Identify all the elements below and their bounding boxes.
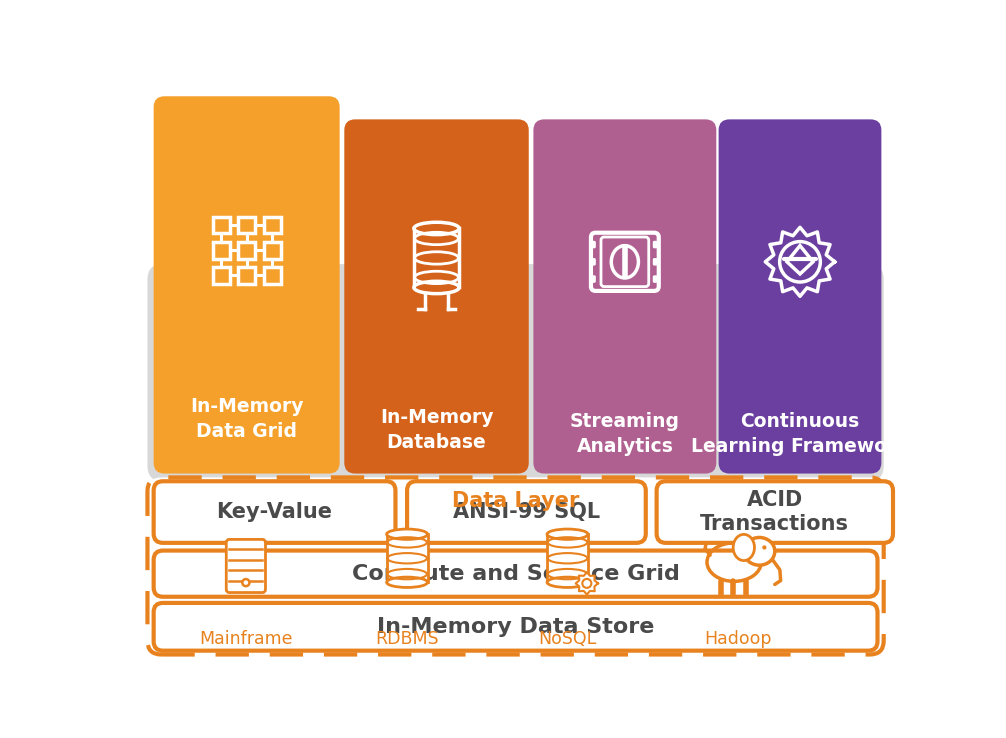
Text: Streaming
Analytics: Streaming Analytics bbox=[569, 412, 680, 456]
FancyBboxPatch shape bbox=[601, 237, 649, 286]
FancyBboxPatch shape bbox=[148, 264, 883, 481]
Ellipse shape bbox=[413, 222, 459, 235]
Text: In-Memory
Database: In-Memory Database bbox=[380, 408, 493, 452]
FancyBboxPatch shape bbox=[238, 242, 256, 258]
FancyBboxPatch shape bbox=[653, 258, 658, 266]
Text: Data Layer: Data Layer bbox=[452, 491, 579, 511]
FancyBboxPatch shape bbox=[154, 481, 395, 543]
FancyBboxPatch shape bbox=[238, 217, 256, 233]
Text: Continuous
Learning Framework: Continuous Learning Framework bbox=[691, 412, 909, 456]
Ellipse shape bbox=[733, 534, 754, 561]
Text: Key-Value: Key-Value bbox=[216, 502, 333, 522]
FancyBboxPatch shape bbox=[264, 217, 281, 233]
FancyBboxPatch shape bbox=[154, 551, 877, 597]
Circle shape bbox=[582, 579, 592, 588]
FancyBboxPatch shape bbox=[213, 242, 229, 258]
FancyBboxPatch shape bbox=[591, 275, 596, 283]
FancyBboxPatch shape bbox=[154, 603, 877, 651]
Ellipse shape bbox=[386, 577, 428, 587]
FancyBboxPatch shape bbox=[591, 241, 596, 248]
Bar bbox=[386, 534, 428, 582]
Text: In-Memory
Data Grid: In-Memory Data Grid bbox=[190, 396, 304, 441]
FancyBboxPatch shape bbox=[264, 267, 281, 284]
FancyBboxPatch shape bbox=[657, 481, 893, 543]
Ellipse shape bbox=[547, 577, 588, 587]
FancyBboxPatch shape bbox=[238, 267, 256, 284]
Text: Hadoop: Hadoop bbox=[704, 630, 772, 648]
Text: NoSQL: NoSQL bbox=[538, 630, 597, 648]
FancyBboxPatch shape bbox=[148, 477, 883, 655]
FancyBboxPatch shape bbox=[264, 242, 281, 258]
Circle shape bbox=[242, 579, 249, 586]
Text: RDBMS: RDBMS bbox=[375, 630, 439, 648]
Text: Mainframe: Mainframe bbox=[199, 630, 293, 648]
Bar bbox=[413, 229, 459, 288]
Circle shape bbox=[763, 545, 767, 550]
FancyBboxPatch shape bbox=[213, 267, 229, 284]
Ellipse shape bbox=[413, 281, 459, 294]
FancyBboxPatch shape bbox=[226, 539, 266, 593]
Polygon shape bbox=[766, 227, 835, 296]
FancyBboxPatch shape bbox=[591, 232, 659, 291]
FancyBboxPatch shape bbox=[407, 481, 646, 543]
Ellipse shape bbox=[743, 537, 775, 565]
FancyBboxPatch shape bbox=[653, 241, 658, 248]
FancyBboxPatch shape bbox=[213, 217, 229, 233]
Text: Compute and Service Grid: Compute and Service Grid bbox=[352, 564, 679, 584]
FancyBboxPatch shape bbox=[154, 96, 340, 474]
Circle shape bbox=[780, 241, 820, 282]
Ellipse shape bbox=[386, 529, 428, 539]
Text: In-Memory Data Store: In-Memory Data Store bbox=[377, 617, 654, 637]
Text: ACID
Transactions: ACID Transactions bbox=[700, 491, 849, 534]
FancyBboxPatch shape bbox=[344, 120, 529, 474]
FancyBboxPatch shape bbox=[718, 120, 881, 474]
FancyBboxPatch shape bbox=[533, 120, 716, 474]
Text: ANSI-99 SQL: ANSI-99 SQL bbox=[453, 502, 600, 522]
FancyBboxPatch shape bbox=[591, 258, 596, 266]
Ellipse shape bbox=[547, 529, 588, 539]
FancyBboxPatch shape bbox=[653, 275, 658, 283]
Polygon shape bbox=[575, 572, 598, 595]
Bar bbox=[547, 534, 588, 582]
